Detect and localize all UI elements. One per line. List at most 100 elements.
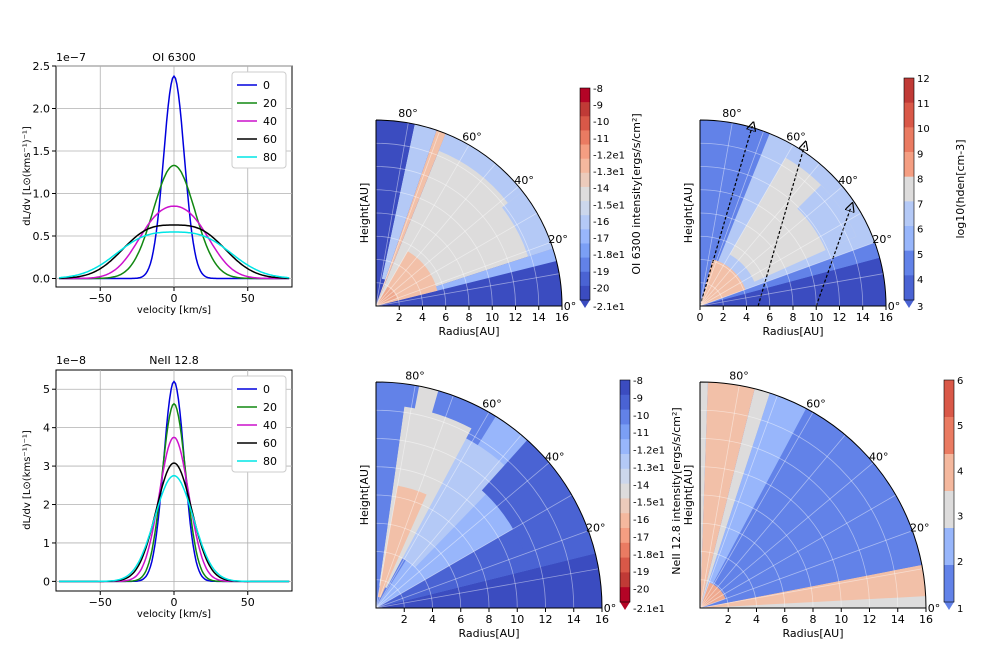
temp-colorbar-tick: 6 — [957, 376, 963, 387]
oi-intensity-colorbar-segment — [580, 243, 590, 259]
ne-intensity-panel: 2 4 6 8 10 12 14 16 Radius[AU] Height[AU] 80° 60° 40… — [358, 370, 683, 640]
hden-xtick-label: 12 — [833, 311, 847, 324]
oi-intensity-angle-label: 0° — [564, 300, 577, 313]
hden-panel: 0 2 4 6 8 10 12 14 16Radius[AU]Height[AU]80°60°4… — [682, 74, 967, 338]
ne-intensity-region — [399, 386, 439, 489]
temp-angle-grid — [699, 568, 923, 609]
oi-intensity-angle-label: 20° — [548, 233, 568, 246]
oi-intensity-xtick-label: 14 — [532, 311, 546, 324]
oi-intensity-region — [376, 286, 397, 306]
oi-xtick-label: 0 — [171, 292, 178, 305]
hden-xtick-label: 14 — [856, 311, 870, 324]
oi-line-ylabel: dL/dv [L⊙(kms⁻¹)⁻¹] — [22, 126, 33, 226]
hden-angle-label: 80° — [722, 107, 742, 120]
hden-colorbar-segment — [904, 275, 914, 301]
ne-intensity-colorbar-tick: -11 — [633, 428, 649, 439]
temp-angle-grid — [699, 385, 740, 609]
hden-angle-grid — [699, 273, 884, 307]
ne-intensity-colorbar-segment — [620, 587, 630, 603]
temp-colorbar-segment — [944, 454, 954, 492]
oi-intensity-colorbar-tick: -17 — [593, 234, 609, 245]
hden-xtick-label: 16 — [879, 311, 893, 324]
temp-angle-grid — [699, 395, 778, 609]
temp-radius-grid — [699, 551, 757, 609]
hden-angle-grid — [699, 242, 875, 307]
ne-intensity-colorbar-segment — [620, 468, 630, 485]
hden-xtick-label: 10 — [809, 311, 823, 324]
hden-angle-label: 20° — [872, 233, 892, 246]
ne-intensity-colorbar-tick: -16 — [633, 515, 649, 526]
ne-xtick-label: −50 — [89, 596, 112, 609]
ne-intensity-angle-label: 80° — [405, 370, 425, 383]
ne-intensity-xtick-label: 8 — [486, 613, 493, 626]
ne-intensity-radius-grid — [375, 438, 546, 609]
hden-colorbar-tick: 7 — [917, 200, 923, 211]
oi-xtick-label: −50 — [89, 292, 112, 305]
ne-intensity-colorbar-extend — [620, 602, 630, 610]
hden-arrow — [815, 207, 851, 307]
oi-ytick-label: 0.5 — [33, 230, 51, 243]
oi-intensity-angle-grid — [375, 186, 519, 307]
hden-radius-grid — [699, 212, 794, 307]
temp-colorbar-segment — [944, 380, 954, 418]
hden-colorbar-segment — [904, 201, 914, 227]
oi-intensity-colorbar-tick: -14 — [593, 184, 609, 195]
temp-angle-label: 20° — [910, 521, 930, 534]
temp-angle-label: 0° — [928, 602, 941, 615]
temp-xtick-label: 4 — [753, 613, 760, 626]
ne-intensity-radius-grid — [375, 579, 405, 609]
oi-intensity-colorbar-segment — [580, 102, 590, 117]
temp-colorbar-tick: 2 — [957, 557, 963, 568]
oi-intensity-xtick-label: 16 — [555, 311, 569, 324]
ne-intensity-angle-grid — [375, 568, 599, 609]
ne-legend-label: 40 — [263, 419, 277, 432]
ne-intensity-radius-grid — [375, 494, 490, 609]
ne-intensity-colorbar-segment — [620, 498, 630, 514]
ne-intensity-xtick-label: 12 — [539, 613, 553, 626]
oi-series-60 — [58, 224, 290, 280]
temp-xtick-label: 6 — [781, 613, 788, 626]
temp-region — [700, 382, 755, 608]
hden-colorbar-tick: 12 — [917, 74, 930, 85]
ne-intensity-colorbar-segment — [620, 454, 630, 470]
oi-intensity-colorbar-extend — [580, 300, 590, 308]
oi-intensity-colorbar-tick: -16 — [593, 217, 609, 228]
ne-ytick-label: 3 — [43, 460, 50, 473]
oi-intensity-colorbar-tick: -2.1e1 — [593, 302, 625, 313]
oi-intensity-colorbar-tick: -19 — [593, 267, 609, 278]
hden-colorbar-segment — [904, 127, 914, 153]
temp-angle-label: 60° — [806, 398, 826, 411]
oi-intensity-xtick-label: 4 — [419, 311, 426, 324]
ne-intensity-ylabel: Height[AU] — [358, 465, 371, 526]
ne-intensity-colorbar-segment — [620, 380, 630, 396]
oi-legend-label: 20 — [263, 97, 277, 110]
oi-intensity-angle-grid — [375, 273, 560, 307]
hden-angle-grid — [699, 163, 820, 307]
oi-series-80 — [58, 231, 290, 279]
ne-intensity-colorbar-tick: -20 — [633, 585, 649, 596]
ne-intensity-angle-grid — [375, 434, 522, 609]
temp-xtick-label: 2 — [725, 613, 732, 626]
ne-intensity-colorbar-tick: -1.5e1 — [633, 498, 665, 509]
oi-intensity-colorbar-segment — [580, 158, 590, 174]
oi-intensity-colorbar-segment — [580, 229, 590, 244]
oi-intensity-radius-grid — [375, 212, 470, 307]
oi-intensity-angle-grid — [375, 163, 496, 307]
hden-colorbar-tick: 6 — [917, 225, 923, 236]
ne-intensity-xtick-label: 14 — [567, 613, 581, 626]
oi-intensity-region — [438, 133, 523, 203]
hden-colorbar-segment — [904, 176, 914, 202]
oi-intensity-frame — [375, 119, 563, 307]
ne-legend-label: 0 — [263, 383, 270, 396]
hden-colorbar-segment — [904, 226, 914, 252]
ne-intensity-colorbar-segment — [620, 542, 630, 559]
hden-angle-grid — [699, 186, 843, 307]
temp-radius-grid — [699, 522, 786, 609]
oi-intensity-xtick-label: 6 — [442, 311, 449, 324]
hden-radius-grid — [699, 282, 724, 307]
ne-intensity-xlabel: Radius[AU] — [458, 627, 519, 640]
ne-legend-label: 60 — [263, 437, 277, 450]
ne-line-curves — [59, 380, 290, 583]
oi-intensity-colorbar-tick: -1.8e1 — [593, 250, 625, 261]
ne-legend-box — [231, 375, 287, 473]
